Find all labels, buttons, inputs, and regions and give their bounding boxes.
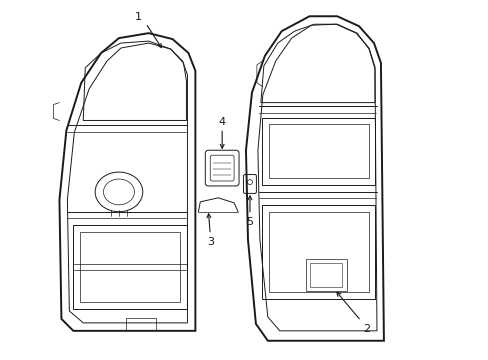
Text: 4: 4 — [218, 117, 225, 127]
Text: 1: 1 — [135, 12, 142, 22]
Text: 5: 5 — [246, 217, 253, 227]
Text: 3: 3 — [206, 237, 213, 247]
Text: 2: 2 — [363, 324, 370, 334]
